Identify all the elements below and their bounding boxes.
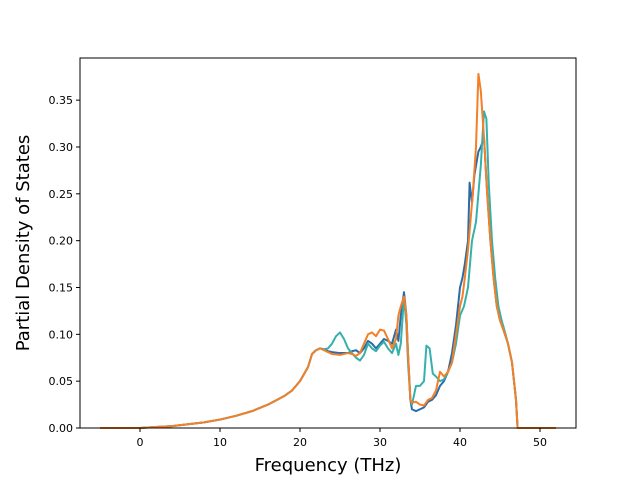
y-tick-label: 0.00 <box>49 422 74 435</box>
x-axis-ticks: 0 10 20 30 40 50 <box>137 428 547 449</box>
x-tick-label: 10 <box>213 436 227 449</box>
y-tick-label: 0.30 <box>49 141 74 154</box>
y-axis-ticks: 0.00 0.05 0.10 0.15 0.20 0.25 0.30 0.35 <box>49 94 80 435</box>
x-tick-label: 0 <box>137 436 144 449</box>
y-tick-label: 0.25 <box>49 188 74 201</box>
y-tick-label: 0.20 <box>49 235 74 248</box>
y-tick-label: 0.35 <box>49 94 74 107</box>
x-tick-label: 50 <box>533 436 547 449</box>
series-line-3 <box>100 72 556 429</box>
series-layer <box>100 72 556 429</box>
x-tick-label: 40 <box>453 436 467 449</box>
plot-frame <box>79 57 577 429</box>
plot-area <box>80 58 576 428</box>
x-axis-label: Frequency (THz) <box>255 455 402 476</box>
x-tick-label: 30 <box>373 436 387 449</box>
y-axis-label: Partial Density of States <box>13 135 34 352</box>
y-tick-label: 0.15 <box>49 281 74 294</box>
y-tick-label: 0.05 <box>49 375 74 388</box>
x-tick-label: 20 <box>293 436 307 449</box>
y-tick-label: 0.10 <box>49 328 74 341</box>
